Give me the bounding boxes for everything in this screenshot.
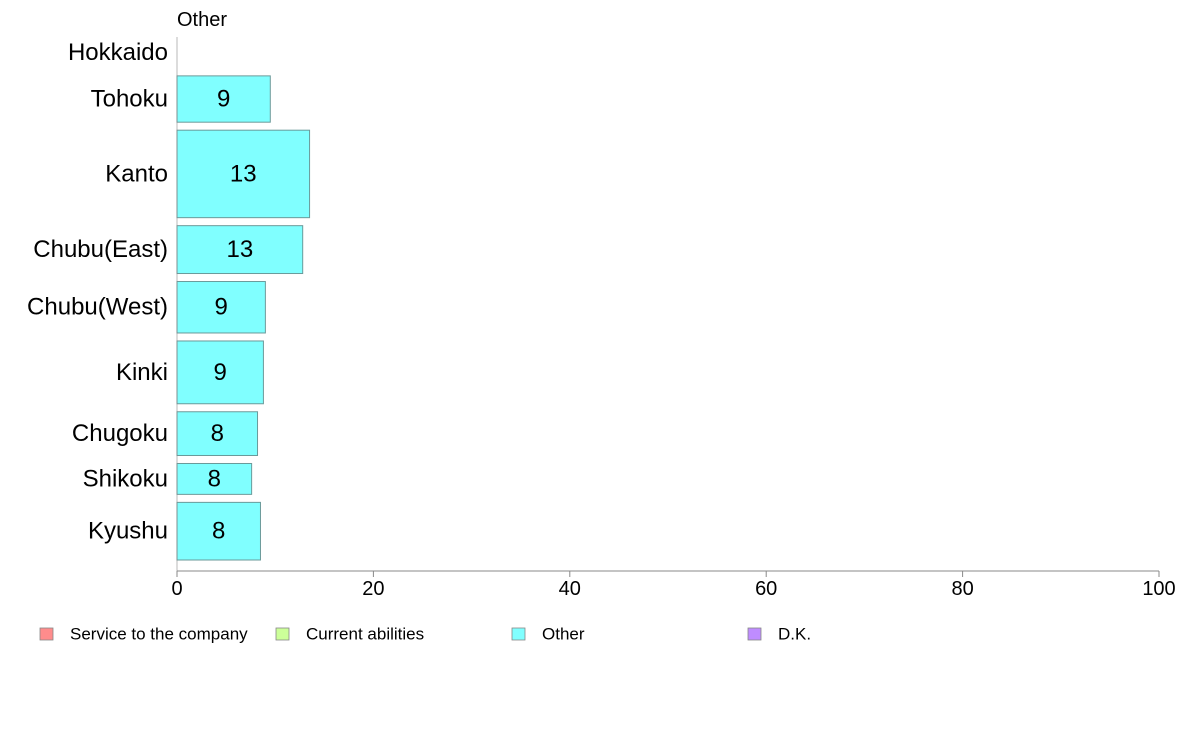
legend-swatch [275, 627, 290, 641]
bar-value-label: 9 [217, 86, 230, 113]
bar-chubu-west- [176, 281, 266, 334]
x-tick-label: 100 [1142, 578, 1175, 600]
category-label: Chubu(East) [33, 236, 168, 263]
bar-value-labels: 9 13 13 9 9 8 8 8 [208, 86, 257, 545]
legend-swatch [511, 627, 526, 641]
x-tick-label: 80 [951, 578, 973, 600]
legend-label: D.K. [778, 625, 811, 644]
category-label: Chubu(West) [27, 294, 168, 321]
bar-chubu-east- [176, 225, 304, 275]
bar-value-label: 13 [230, 160, 257, 187]
bar-kanto [176, 129, 311, 219]
category-label: Chugoku [72, 420, 168, 447]
bar-value-label: 13 [226, 236, 253, 263]
x-tick-label: 40 [559, 578, 581, 600]
category-label: Tohoku [91, 86, 168, 113]
category-labels: Hokkaido Tohoku Kanto Chubu(East) Chubu(West… [27, 39, 168, 545]
bar-value-label: 8 [212, 518, 225, 545]
legend-swatch [747, 627, 762, 641]
x-tick-label: 0 [171, 578, 182, 600]
x-axis: 0 20 40 60 80 100 [171, 37, 1176, 600]
bar-value-label: 9 [215, 294, 228, 321]
bar-value-label: 9 [214, 359, 227, 386]
category-label: Hokkaido [68, 39, 168, 66]
legend-label: Other [542, 625, 585, 644]
category-label: Kinki [116, 359, 168, 386]
category-label: Kyushu [88, 518, 168, 545]
category-label: Shikoku [83, 465, 168, 492]
bar-tohoku [176, 75, 271, 123]
bar-value-label: 8 [208, 465, 221, 492]
bar-shikoku [176, 462, 253, 495]
legend: Service to the company Current abilities O… [39, 625, 811, 644]
bars-group [176, 75, 311, 561]
bar-value-label: 8 [211, 420, 224, 447]
bar-kinki [176, 340, 264, 405]
chart-title: Other [177, 9, 227, 31]
legend-swatch [39, 627, 54, 641]
legend-label: Current abilities [306, 625, 424, 644]
x-tick-label: 20 [362, 578, 384, 600]
legend-label: Service to the company [70, 625, 248, 644]
category-label: Kanto [105, 160, 168, 187]
x-tick-label: 60 [755, 578, 777, 600]
